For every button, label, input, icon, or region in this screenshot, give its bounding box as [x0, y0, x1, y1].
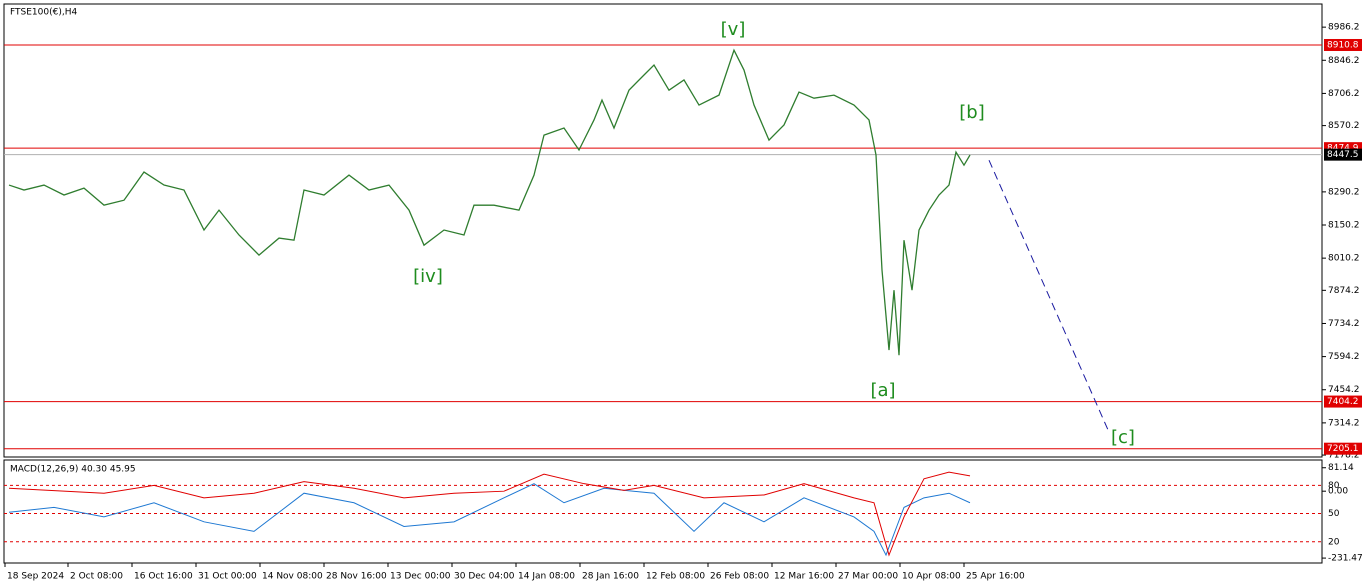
x-tick-label: 16 Oct 16:00	[134, 572, 193, 582]
x-tick-label: 14 Nov 08:00	[262, 572, 323, 582]
level-tag	[1324, 442, 1362, 455]
x-tick-label: 12 Feb 08:00	[646, 572, 705, 582]
y-tick-label: 7314.2	[1328, 418, 1360, 428]
y-tick-label: 8986.2	[1328, 23, 1360, 33]
x-tick-label: 14 Jan 08:00	[518, 572, 575, 582]
wave-label: [v]	[721, 19, 746, 40]
chart-title: FTSE100(€),H4	[10, 8, 77, 18]
macd-panel	[3, 459, 1323, 564]
macd-tick-label: 81.14	[1328, 463, 1354, 473]
x-tick-label: 10 Apr 08:00	[902, 572, 961, 582]
x-tick-label: 18 Sep 2024	[7, 572, 64, 582]
y-tick-label: 7594.2	[1328, 352, 1360, 362]
y-tick-label: 8150.2	[1328, 221, 1360, 231]
x-tick-label: 28 Nov 16:00	[326, 572, 387, 582]
wave-label: [a]	[870, 380, 895, 401]
wave-label: [c]	[1111, 427, 1135, 448]
current-price-label: 8447.5	[1327, 150, 1359, 160]
x-tick-label: 13 Dec 00:00	[390, 572, 451, 582]
x-tick-label: 30 Dec 04:00	[454, 572, 515, 582]
y-tick-label: 7454.2	[1328, 385, 1360, 395]
x-tick-label: 2 Oct 08:00	[70, 572, 123, 582]
y-tick-label: 8570.2	[1328, 121, 1360, 131]
macd-main	[8, 483, 971, 557]
level-tag	[1324, 395, 1362, 408]
level-tag-label: 7404.2	[1327, 397, 1359, 407]
forecast-line	[988, 160, 1110, 433]
x-tick-label: 12 Mar 16:00	[774, 572, 834, 582]
macd-title: MACD(12,26,9) 40.30 45.95	[10, 465, 136, 475]
level-tag	[1324, 38, 1362, 51]
wave-label: [b]	[959, 102, 984, 123]
macd-tick-label: 80	[1328, 481, 1340, 491]
y-tick-label: 7734.2	[1328, 319, 1360, 329]
y-tick-label: 7178.2	[1328, 451, 1360, 461]
x-tick-label: 26 Feb 08:00	[710, 572, 769, 582]
price-panel	[3, 3, 1323, 458]
x-tick-label: 28 Jan 16:00	[582, 572, 639, 582]
y-tick-label: 8290.2	[1328, 187, 1360, 197]
y-tick-label: 7874.2	[1328, 286, 1360, 296]
x-tick-label: 27 Mar 00:00	[838, 572, 898, 582]
x-tick-label: 31 Oct 00:00	[198, 572, 257, 582]
macd-signal	[8, 471, 971, 557]
price-line	[8, 48, 971, 356]
x-tick-label: 25 Apr 16:00	[966, 572, 1025, 582]
y-tick-label: 8846.2	[1328, 56, 1360, 66]
level-tag-label: 7205.1	[1327, 444, 1359, 454]
macd-tick-label: -231.47	[1328, 554, 1363, 564]
macd-tick-label: 50	[1328, 509, 1340, 519]
macd-tick-label: 20	[1328, 537, 1340, 547]
current-price-tag	[1324, 148, 1362, 161]
macd-tick-label: 0.00	[1328, 487, 1348, 497]
level-tag-label: 8910.8	[1327, 40, 1359, 50]
y-tick-label: 8010.2	[1328, 254, 1360, 264]
y-tick-label: 8706.2	[1328, 89, 1360, 99]
wave-label: [iv]	[413, 266, 443, 287]
